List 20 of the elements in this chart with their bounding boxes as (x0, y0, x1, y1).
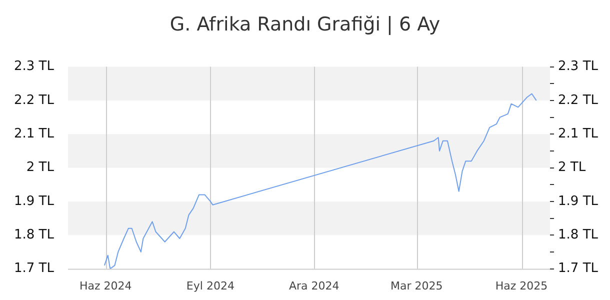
y2-tick-label: 1.7 TL (558, 261, 599, 276)
y-tick-label: 2 TL (26, 160, 55, 176)
x-tick-label: Haz 2025 (495, 279, 548, 292)
y2-tick-label: 1.9 TL (558, 194, 599, 209)
x-tick-label: Mar 2025 (390, 279, 443, 292)
chart-title: G. Afrika Randı Grafiği | 6 Ay (170, 13, 440, 36)
y-tick-label: 1.8 TL (14, 228, 55, 243)
x-tick-label: Haz 2024 (79, 279, 132, 292)
y2-tick-label: 1.8 TL (558, 228, 599, 243)
y-tick-label: 2.2 TL (14, 92, 55, 108)
y2-tick-label: 2 TL (558, 160, 586, 176)
y2-tick-label: 2.2 TL (558, 92, 599, 108)
y-tick-label: 1.7 TL (14, 261, 55, 276)
y2-tick-label: 2.3 TL (558, 59, 599, 74)
y-tick-label: 2.1 TL (14, 126, 55, 142)
y-tick-label: 2.3 TL (14, 59, 55, 74)
y2-tick-label: 2.1 TL (558, 126, 599, 142)
x-tick-label: Eyl 2024 (186, 279, 234, 292)
y-tick-label: 1.9 TL (14, 194, 55, 209)
x-tick-label: Ara 2024 (288, 279, 340, 292)
